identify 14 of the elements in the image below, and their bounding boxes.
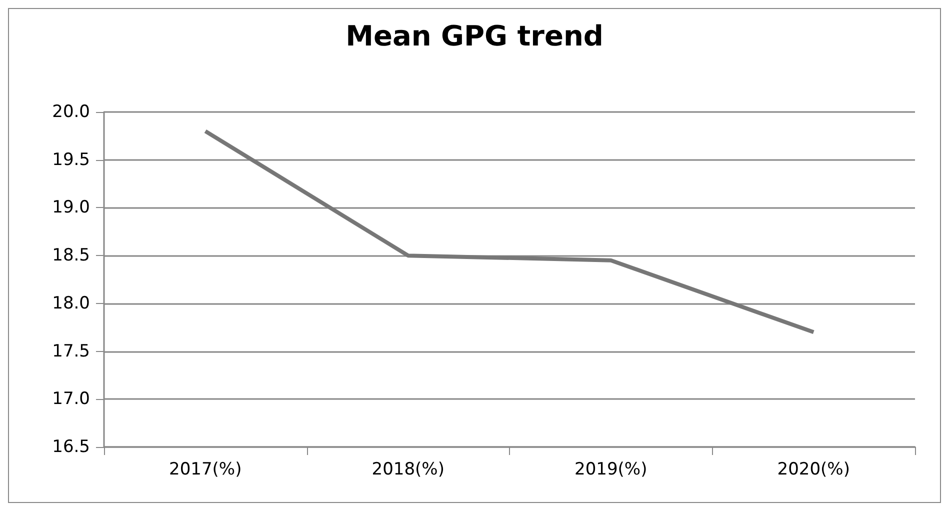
y-tick-label: 19.5 bbox=[52, 150, 90, 170]
y-tick-label: 20.0 bbox=[52, 102, 90, 122]
x-tick-label: 2020(%) bbox=[777, 460, 850, 480]
x-tick-label: 2019(%) bbox=[574, 460, 648, 480]
y-tick-label: 19.0 bbox=[52, 198, 90, 218]
y-tick-label: 16.5 bbox=[52, 437, 90, 457]
line-series bbox=[203, 129, 816, 334]
chart-title: Mean GPG trend bbox=[346, 20, 604, 52]
y-tick-label: 17.5 bbox=[52, 341, 90, 362]
y-tick-label: 18.5 bbox=[52, 246, 90, 266]
x-tick-label: 2018(%) bbox=[372, 460, 444, 480]
y-tick-label: 17.0 bbox=[52, 389, 90, 410]
y-tick-label: 18.0 bbox=[52, 293, 90, 314]
x-tick-label: 2017(%) bbox=[169, 460, 242, 480]
